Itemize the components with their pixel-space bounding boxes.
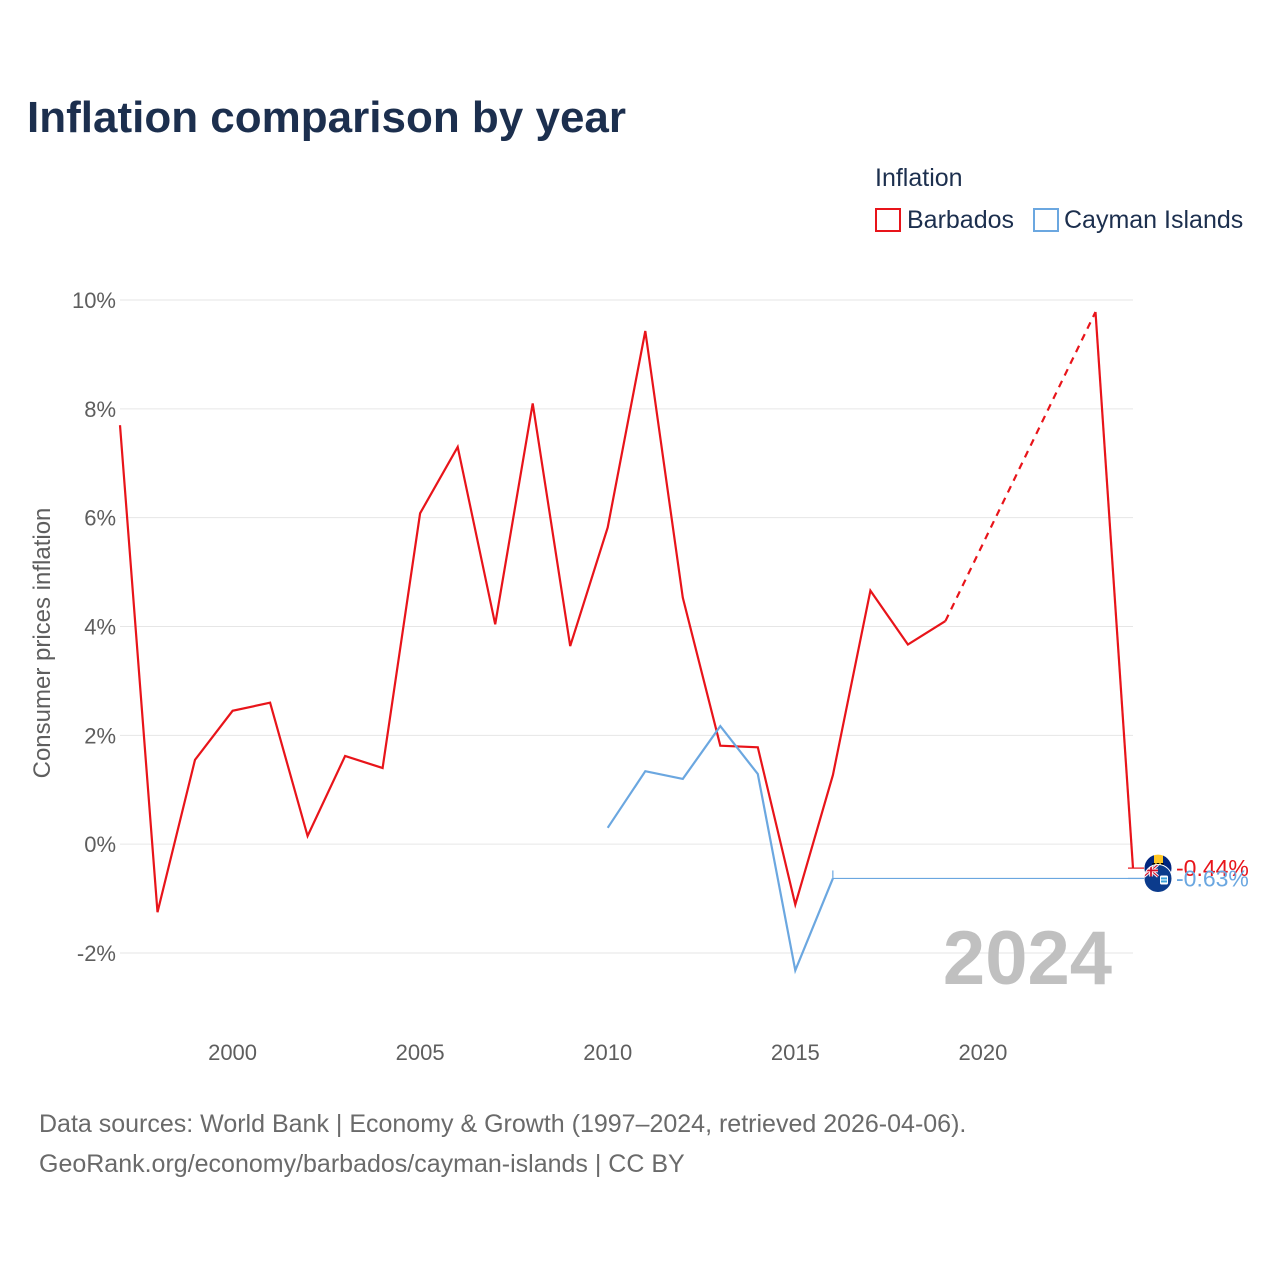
series-line-cayman-islands[interactable] [606,724,834,975]
series-gap-line[interactable] [944,311,1097,622]
chart-title: Inflation comparison by year [27,93,626,142]
legend-title: Inflation [875,164,963,192]
series-lines [118,311,1157,975]
x-tick-label: 2000 [208,1040,257,1065]
end-value-label: -0.44% [1176,855,1249,881]
year-watermark: 2024 [943,916,1112,1001]
legend-label-barbados[interactable]: Barbados [907,206,1014,234]
x-tick-label: 2005 [396,1040,445,1065]
x-tick-label: 2010 [583,1040,632,1065]
y-axis-ticks: -2% 0% 2% 4% 6% 8% 10% [72,288,116,966]
legend: Inflation Barbados Cayman Islands [875,164,1243,234]
x-tick-label: 2020 [958,1040,1007,1065]
series-line-barbados[interactable] [1094,311,1135,869]
legend-label-cayman-islands[interactable]: Cayman Islands [1064,206,1243,234]
x-tick-label: 2015 [771,1040,820,1065]
y-tick-label: 2% [84,723,116,748]
legend-swatch-barbados[interactable] [875,208,901,232]
cayman-islands-flag-icon [1143,863,1173,893]
end-markers: Ψ-0.44%-0.63% [1128,853,1249,893]
y-tick-label: 8% [84,397,116,422]
y-tick-label: 10% [72,288,116,313]
gridlines [120,299,1133,954]
y-tick-label: 6% [84,506,116,531]
data-source-text: Data sources: World Bank | Economy & Gro… [39,1110,966,1138]
series-line-barbados[interactable] [118,330,946,913]
y-tick-label: -2% [77,941,116,966]
x-axis-ticks: 2000 2005 2010 2015 2020 [208,1040,1007,1065]
y-tick-label: 4% [84,615,116,640]
source-url-text[interactable]: GeoRank.org/economy/barbados/cayman-isla… [39,1150,685,1178]
end-value-label: -0.63% [1176,865,1249,891]
y-axis-label: Consumer prices inflation [29,508,56,779]
legend-swatch-cayman-islands[interactable] [1033,208,1059,232]
y-tick-label: 0% [84,832,116,857]
